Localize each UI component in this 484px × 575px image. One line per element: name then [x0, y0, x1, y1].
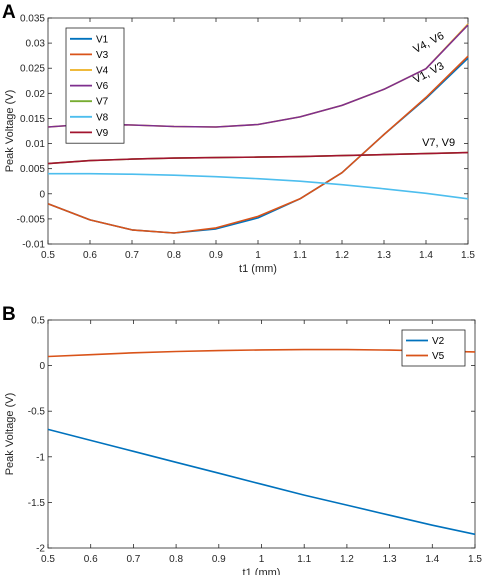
panel-b-x-tick-label: 1.2: [340, 554, 354, 565]
panel-a-x-tick-label: 0.9: [209, 250, 223, 261]
panel-a-y-tick-label: 0.03: [26, 39, 46, 50]
panel-b-legend-label-v5: V5: [432, 351, 445, 362]
panel-a-x-tick-label: 1.5: [461, 250, 475, 261]
panel-b-y-tick-label: -0.5: [28, 407, 46, 418]
panel-b-x-tick-label: 1.4: [425, 554, 439, 565]
panel-a-label: A: [2, 2, 16, 23]
panel-a-y-tick-label: 0.025: [20, 64, 45, 75]
panel-a-annotation: V7, V9: [422, 137, 455, 149]
panel-a-series-v8-line: [48, 172, 469, 200]
panel-a-legend-label-v1: V1: [96, 34, 109, 45]
panel-a-legend-label-v7: V7: [96, 97, 109, 108]
panel-a-x-tick-label: 1.4: [419, 250, 433, 261]
panel-a-legend-label-v9: V9: [96, 128, 109, 139]
panel-a-y-tick-label: -0.01: [22, 240, 45, 251]
panel-b-label: B: [2, 304, 16, 325]
panel-b-y-tick-label: 0: [39, 361, 45, 372]
panel-a-legend-label-v4: V4: [96, 66, 109, 77]
panel-a-y-tick-label: 0.035: [20, 14, 45, 25]
panel-a-x-tick-label: 0.5: [41, 250, 55, 261]
panel-a-y-tick-label: 0.02: [26, 89, 46, 100]
panel-b-x-tick-label: 0.6: [84, 554, 98, 565]
panel-b-y-tick-label: -1.5: [28, 498, 46, 509]
panel-b-x-tick-label: 0.8: [169, 554, 183, 565]
panel-a-y-tick-label: 0.015: [20, 114, 45, 125]
panel-a-x-tick-label: 1: [255, 250, 261, 261]
panel-a-legend-label-v3: V3: [96, 50, 109, 61]
panel-a-x-tick-label: 1.3: [377, 250, 391, 261]
panel-b-x-tick-label: 1.3: [383, 554, 397, 565]
panel-a-y-axis-label: Peak Voltage (V): [4, 90, 16, 173]
panel-b-x-tick-label: 1: [259, 554, 265, 565]
panel-a-x-tick-label: 0.8: [167, 250, 181, 261]
panel-a-legend-label-v6: V6: [96, 81, 109, 92]
panel-b-y-tick-label: -1: [36, 452, 45, 463]
panel-a-y-tick-label: 0: [39, 189, 45, 200]
panel-a-x-tick-label: 0.6: [83, 250, 97, 261]
panel-a-legend-label-v8: V8: [96, 112, 109, 123]
panel-b-x-axis-label: t1 (mm): [243, 567, 281, 575]
panel-b-series-v2-line: [47, 428, 476, 536]
panel-b-x-tick-label: 1.5: [468, 554, 482, 565]
panel-a-series-v9-line: [47, 151, 469, 165]
panel-b-x-tick-label: 1.1: [297, 554, 311, 565]
panel-b-x-tick-label: 0.9: [212, 554, 226, 565]
panel-b-y-axis-label: Peak Voltage (V): [4, 393, 16, 476]
panel-b-x-tick-label: 0.7: [126, 554, 140, 565]
panel-a-y-tick-label: -0.005: [17, 214, 46, 225]
panel-a-y-tick-label: 0.005: [20, 164, 45, 175]
panel-b-legend-label-v2: V2: [432, 336, 445, 347]
panel-a-x-tick-label: 0.7: [125, 250, 139, 261]
panel-a-x-tick-label: 1.2: [335, 250, 349, 261]
panel-a-x-tick-label: 1.1: [293, 250, 307, 261]
panel-b-y-tick-label: 0.5: [31, 316, 45, 327]
panel-a-y-tick-label: 0.01: [26, 139, 46, 150]
panel-b-legend-box: [401, 329, 466, 367]
panel-b-x-tick-label: 0.5: [41, 554, 55, 565]
panel-a-x-axis-label: t1 (mm): [239, 263, 277, 275]
panel-b-y-tick-label: -2: [36, 544, 45, 555]
panel-a-series-v3-line: [47, 55, 469, 234]
